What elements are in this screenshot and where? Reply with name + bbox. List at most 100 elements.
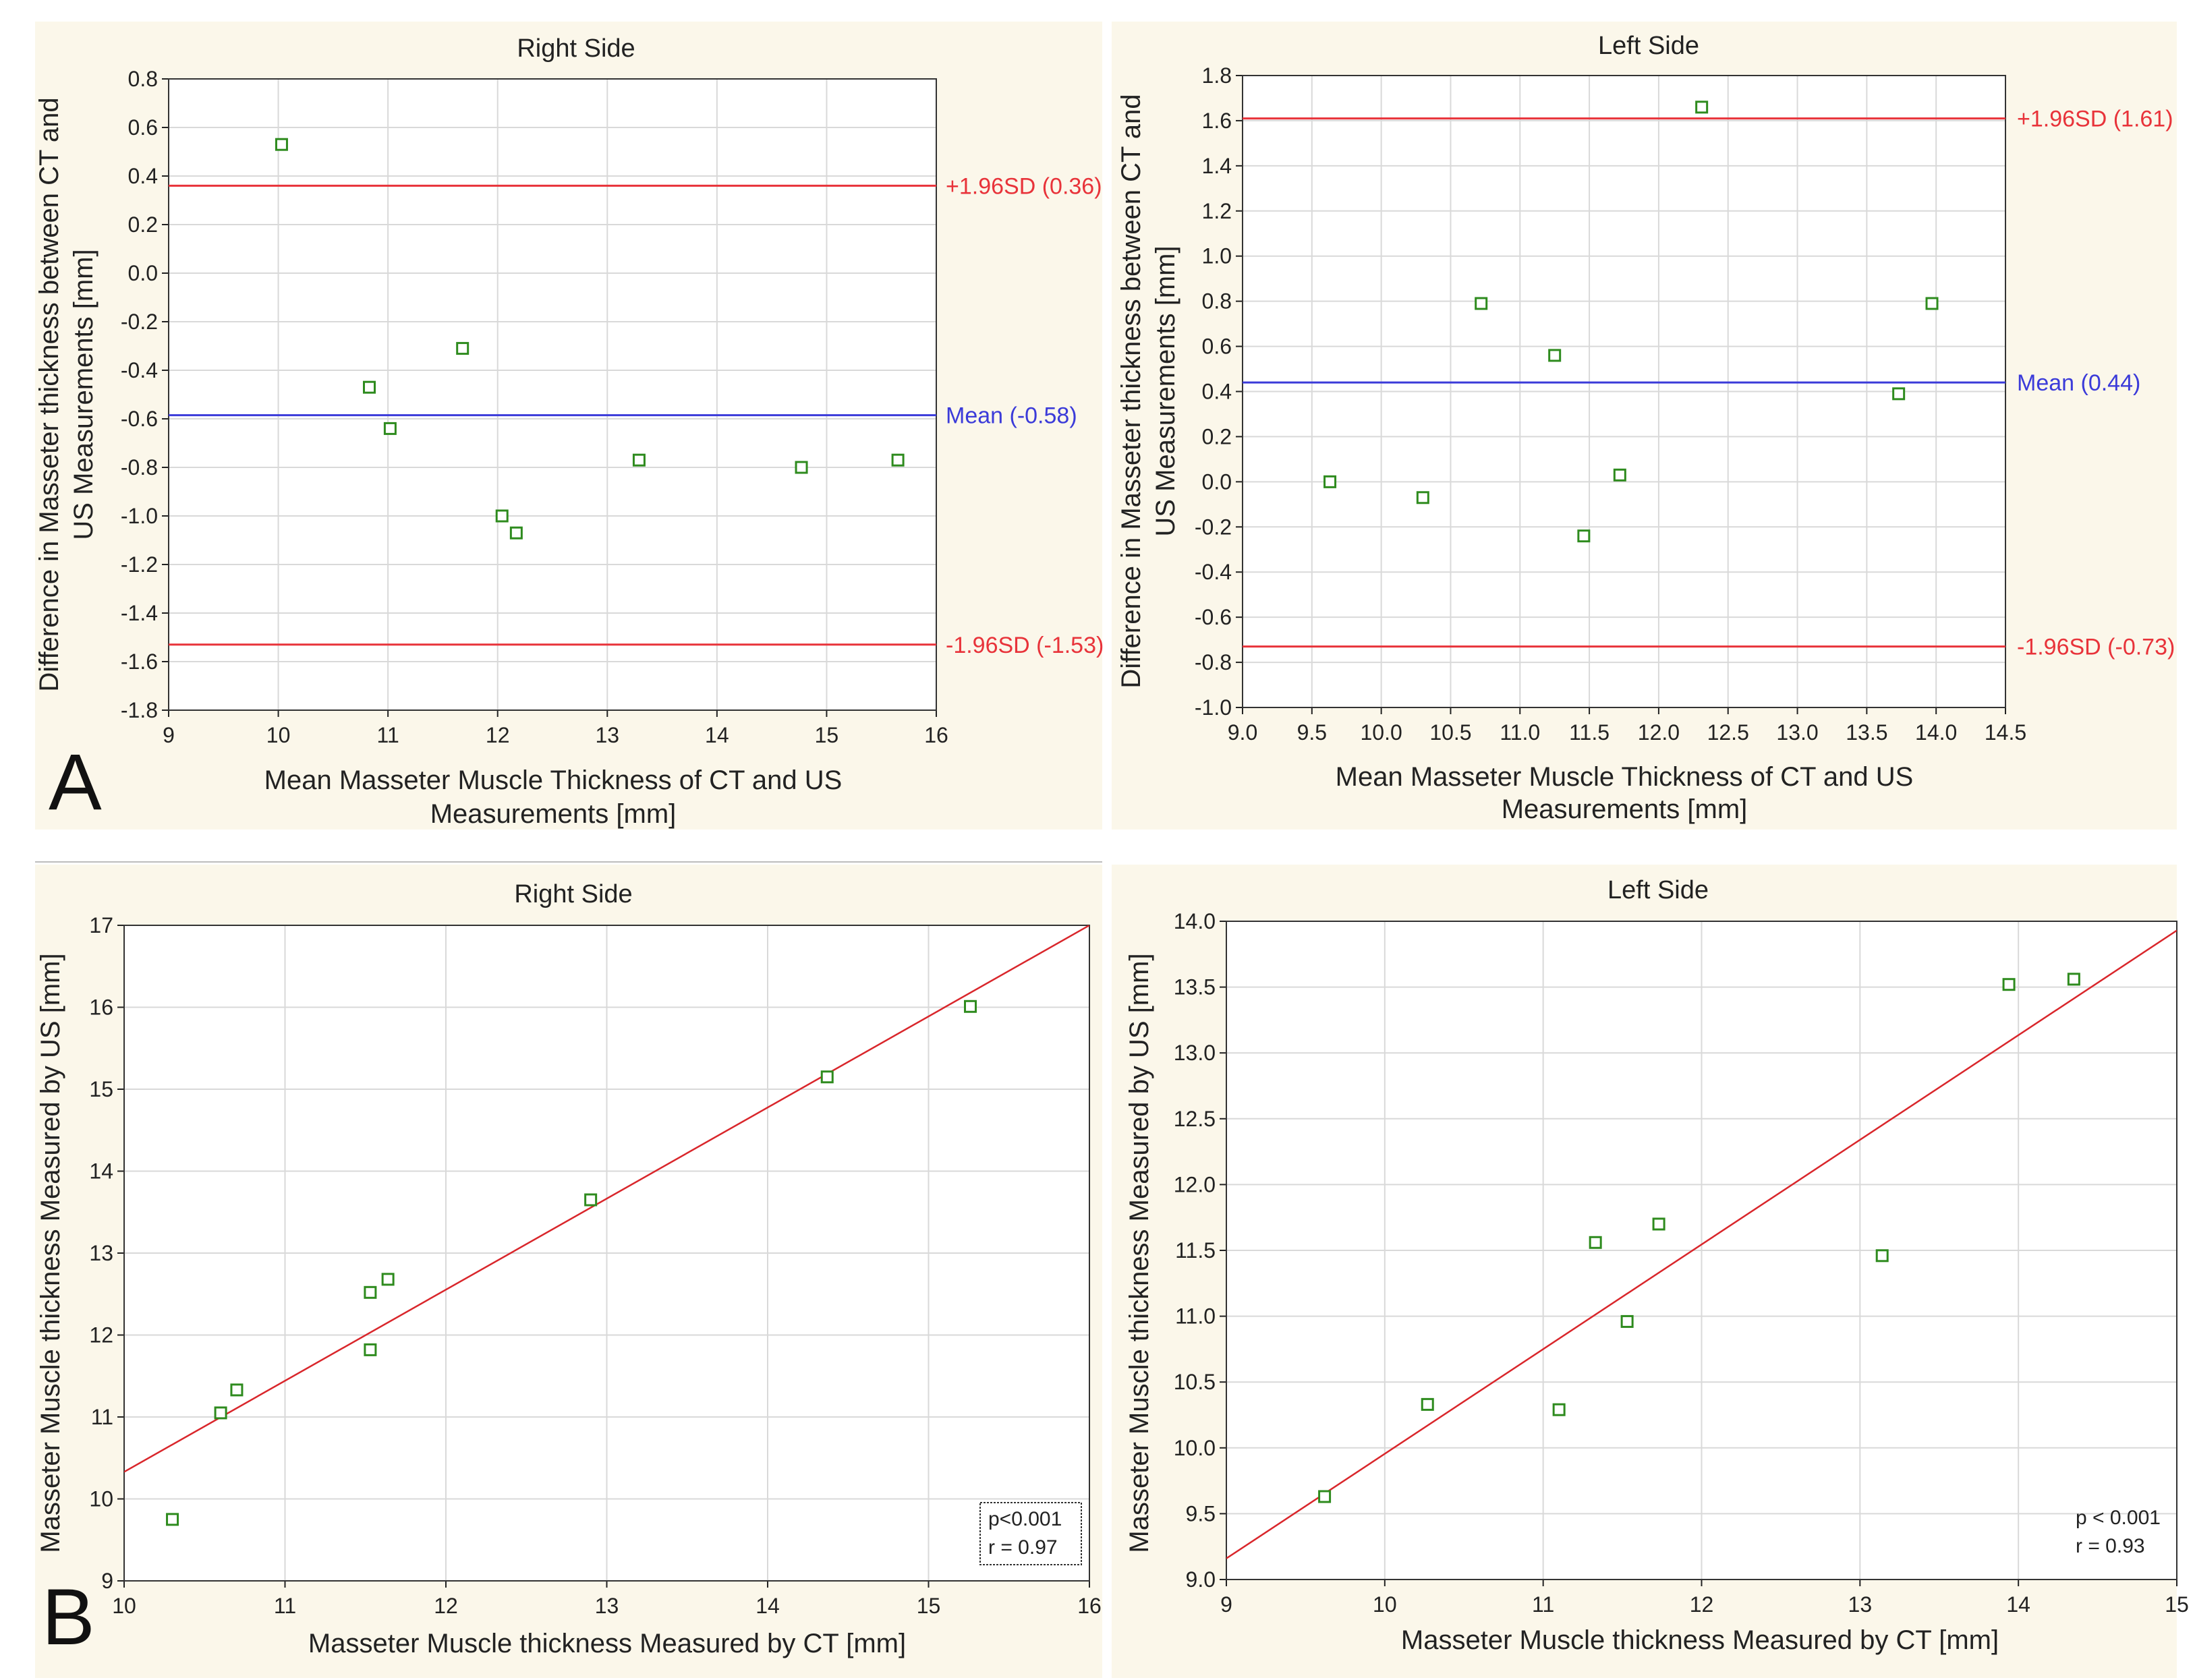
data-point bbox=[1875, 1249, 1889, 1263]
chart-title: Left Side bbox=[1607, 876, 1709, 904]
y-tick-label: 0.0 bbox=[1202, 469, 1232, 494]
x-tick-label: 11.0 bbox=[1500, 720, 1540, 745]
legend-entry: r = 0.93 bbox=[2076, 1535, 2145, 1557]
x-tick-label: 16 bbox=[1077, 1594, 1102, 1618]
data-point bbox=[891, 453, 905, 467]
data-point bbox=[1421, 1397, 1434, 1411]
data-point bbox=[363, 380, 376, 394]
data-point bbox=[456, 342, 469, 355]
y-tick-label: -1.0 bbox=[1195, 695, 1232, 720]
y-tick-label: -0.4 bbox=[1195, 560, 1232, 584]
x-tick-label: 10 bbox=[1373, 1592, 1397, 1617]
x-tick-label: 14 bbox=[2006, 1592, 2030, 1617]
x-tick-label: 11 bbox=[274, 1594, 296, 1618]
x-tick-label: 14 bbox=[756, 1594, 780, 1618]
y-tick-label: 0.8 bbox=[128, 67, 158, 91]
data-point bbox=[1318, 1490, 1332, 1503]
data-point bbox=[214, 1406, 227, 1420]
plot-frame bbox=[168, 78, 937, 711]
x-tick-label: 12.5 bbox=[1707, 720, 1749, 745]
x-tick-label: 12 bbox=[434, 1594, 458, 1618]
y-tick-label: 11.0 bbox=[1175, 1304, 1216, 1329]
legend-entry: p < 0.001 bbox=[2076, 1507, 2161, 1529]
x-tick-label: 9.0 bbox=[1228, 720, 1257, 745]
y-tick-label: -0.2 bbox=[121, 310, 158, 334]
y-tick-label: 10.0 bbox=[1174, 1436, 1216, 1460]
data-point bbox=[230, 1383, 244, 1397]
y-tick-label: -1.4 bbox=[121, 601, 158, 625]
y-tick-label: -1.6 bbox=[121, 649, 158, 674]
y-tick-label: 15 bbox=[89, 1077, 113, 1101]
y-tick-label: 16 bbox=[89, 995, 113, 1020]
y-tick-label: 1.2 bbox=[1202, 199, 1232, 223]
x-tick-label: 12 bbox=[1690, 1592, 1714, 1617]
mean-line-label: Mean (0.44) bbox=[2017, 370, 2140, 396]
limit-line-label: +1.96SD (1.61) bbox=[2017, 107, 2173, 132]
legend-entry: p<0.001 bbox=[988, 1508, 1062, 1530]
y-tick-label: 0.0 bbox=[128, 261, 158, 285]
data-point bbox=[1577, 529, 1591, 543]
data-point bbox=[1589, 1236, 1602, 1249]
x-axis-label: Measurements [mm] bbox=[430, 799, 677, 829]
y-tick-label: 12.5 bbox=[1174, 1107, 1216, 1131]
y-tick-label: 0.4 bbox=[128, 164, 158, 188]
x-axis-label: Masseter Muscle thickness Measured by CT… bbox=[1401, 1625, 1999, 1655]
data-point bbox=[2067, 973, 2080, 986]
y-tick-label: 0.2 bbox=[128, 212, 158, 237]
y-axis-label: US Measurements [mm] bbox=[1151, 245, 1180, 536]
chart-title: Right Side bbox=[514, 880, 632, 908]
y-tick-label: 10.5 bbox=[1174, 1370, 1216, 1394]
x-tick-label: 14 bbox=[705, 723, 729, 747]
y-tick-label: 0.2 bbox=[1202, 424, 1232, 448]
data-point bbox=[1323, 475, 1337, 488]
y-tick-label: -0.2 bbox=[1195, 515, 1232, 539]
x-tick-label: 15 bbox=[815, 723, 839, 747]
x-tick-label: 10.5 bbox=[1429, 720, 1471, 745]
x-tick-label: 13 bbox=[595, 723, 619, 747]
y-axis-label: Masseter Muscle thickness Measured by US… bbox=[1124, 953, 1154, 1553]
y-axis-label: Masseter Muscle thickness Measured by US… bbox=[36, 953, 65, 1553]
x-tick-label: 14.0 bbox=[1915, 720, 1957, 745]
legend-box bbox=[979, 1502, 1082, 1565]
x-tick-label: 9 bbox=[1220, 1592, 1232, 1617]
y-tick-label: 17 bbox=[89, 913, 113, 937]
y-tick-label: 0.4 bbox=[1202, 380, 1232, 404]
panel-label-b: B bbox=[42, 1573, 95, 1662]
data-point bbox=[275, 138, 288, 151]
data-point bbox=[1416, 491, 1429, 504]
data-point bbox=[381, 1273, 395, 1286]
y-tick-label: 13 bbox=[89, 1241, 113, 1265]
x-tick-label: 12 bbox=[486, 723, 510, 747]
data-point bbox=[632, 453, 646, 467]
y-tick-label: -1.2 bbox=[121, 552, 158, 577]
data-point bbox=[1548, 349, 1562, 362]
y-tick-label: 0.6 bbox=[128, 115, 158, 140]
data-point bbox=[964, 1000, 977, 1013]
chart-title: Right Side bbox=[517, 34, 635, 63]
y-tick-label: 9 bbox=[101, 1569, 113, 1593]
y-tick-label: 10 bbox=[89, 1487, 113, 1511]
data-point bbox=[495, 509, 509, 523]
x-tick-label: 11 bbox=[1532, 1592, 1554, 1617]
data-point bbox=[1652, 1217, 1665, 1231]
y-axis-label: Difference in Masseter thickness between… bbox=[34, 97, 64, 691]
data-point bbox=[1620, 1314, 1634, 1328]
panel-label-a: A bbox=[49, 738, 102, 827]
legend-entry: r = 0.97 bbox=[988, 1536, 1058, 1559]
data-point bbox=[1475, 297, 1488, 310]
regression-line bbox=[1226, 929, 2177, 1559]
y-tick-label: -1.8 bbox=[121, 698, 158, 722]
x-axis-label: Mean Masseter Muscle Thickness of CT and… bbox=[1336, 762, 1914, 792]
y-tick-label: 9.5 bbox=[1186, 1501, 1216, 1526]
x-tick-label: 10.0 bbox=[1360, 720, 1402, 745]
x-tick-label: 13 bbox=[1848, 1592, 1873, 1617]
y-axis-label: Difference in Masseter thickness between… bbox=[1116, 94, 1146, 688]
x-axis-label: Mean Masseter Muscle Thickness of CT and… bbox=[264, 765, 843, 795]
y-tick-label: 12 bbox=[89, 1323, 113, 1348]
y-tick-label: 1.0 bbox=[1202, 244, 1232, 268]
plot-frame bbox=[123, 925, 1090, 1582]
chart-title: Left Side bbox=[1598, 32, 1699, 60]
y-tick-label: 1.8 bbox=[1202, 63, 1232, 88]
data-point bbox=[584, 1193, 598, 1207]
x-axis-label: Masseter Muscle thickness Measured by CT… bbox=[308, 1629, 906, 1658]
